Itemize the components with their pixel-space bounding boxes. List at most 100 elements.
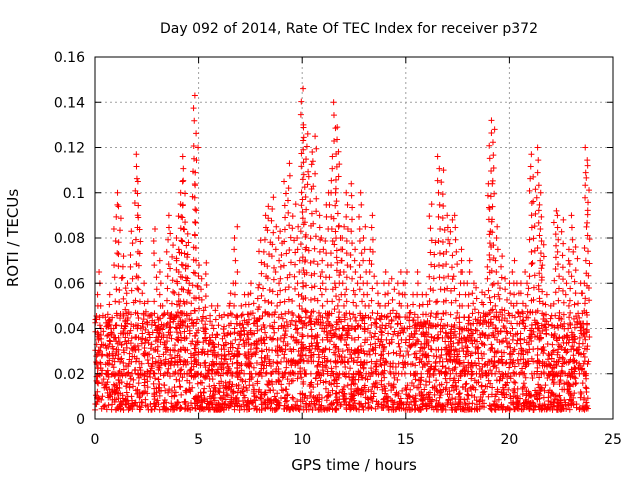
data-point xyxy=(559,323,566,330)
data-point xyxy=(102,342,109,349)
band-point xyxy=(213,331,220,338)
data-point xyxy=(135,274,142,281)
data-point xyxy=(308,210,315,217)
data-point xyxy=(490,242,497,249)
data-point xyxy=(114,250,121,257)
band-point xyxy=(421,320,428,327)
data-point xyxy=(310,220,317,227)
data-point xyxy=(141,300,148,307)
band-point xyxy=(146,334,153,341)
data-point xyxy=(356,238,363,245)
data-point xyxy=(490,332,497,339)
band-point xyxy=(493,391,500,398)
data-point xyxy=(349,240,356,247)
band-point xyxy=(268,399,275,406)
data-point xyxy=(490,164,497,171)
band-point xyxy=(234,345,241,352)
data-point xyxy=(450,273,457,280)
band-point xyxy=(308,340,315,347)
band-point xyxy=(297,351,304,358)
data-point xyxy=(583,370,590,377)
band-point xyxy=(344,382,351,389)
data-point xyxy=(355,334,362,341)
band-point xyxy=(427,313,434,320)
data-point xyxy=(151,298,158,305)
band-point xyxy=(431,391,438,398)
data-point xyxy=(507,290,514,297)
data-point xyxy=(282,286,289,293)
data-point xyxy=(434,298,441,305)
data-point xyxy=(383,314,390,321)
data-point xyxy=(207,312,214,319)
data-point xyxy=(183,299,190,306)
band-point xyxy=(308,326,315,333)
data-point xyxy=(326,346,333,353)
data-point xyxy=(232,336,239,343)
data-point xyxy=(304,181,311,188)
band-point xyxy=(499,311,506,318)
data-point xyxy=(281,298,288,305)
data-point xyxy=(300,137,307,144)
data-point xyxy=(550,347,557,354)
data-point xyxy=(317,322,324,329)
data-point xyxy=(179,178,186,185)
band-point xyxy=(264,404,271,411)
data-point xyxy=(310,358,317,365)
band-point xyxy=(199,379,206,386)
data-point xyxy=(586,187,593,194)
band-point xyxy=(279,315,286,322)
data-point xyxy=(301,320,308,327)
data-point xyxy=(141,350,148,357)
data-point xyxy=(572,290,579,297)
data-point xyxy=(186,290,193,297)
data-point xyxy=(544,341,551,348)
data-point xyxy=(531,223,538,230)
band-point xyxy=(549,376,556,383)
band-point xyxy=(452,396,459,403)
data-point xyxy=(350,287,357,294)
data-point xyxy=(295,223,302,230)
data-point xyxy=(560,299,567,306)
band-point xyxy=(202,374,209,381)
band-point xyxy=(297,403,304,410)
data-point xyxy=(285,284,292,291)
data-point xyxy=(350,299,357,306)
band-point xyxy=(302,352,309,359)
data-point xyxy=(357,274,364,281)
band-point xyxy=(271,319,278,326)
data-point xyxy=(540,253,547,260)
band-point xyxy=(257,369,264,376)
band-point xyxy=(445,342,452,349)
band-point xyxy=(377,316,384,323)
data-point xyxy=(426,213,433,220)
band-point xyxy=(453,382,460,389)
data-point xyxy=(380,370,387,377)
band-point xyxy=(568,366,575,373)
data-point xyxy=(348,228,355,235)
data-point xyxy=(299,196,306,203)
data-point xyxy=(281,202,288,209)
band-point xyxy=(210,395,217,402)
data-point xyxy=(247,280,254,287)
data-point xyxy=(566,358,573,365)
data-point xyxy=(385,300,392,307)
band-point xyxy=(466,400,473,407)
data-point xyxy=(247,310,254,317)
data-point xyxy=(430,287,437,294)
band-point xyxy=(223,391,230,398)
data-point xyxy=(281,238,288,245)
band-point xyxy=(114,340,121,347)
data-point xyxy=(439,238,446,245)
data-point xyxy=(509,336,516,343)
band-point xyxy=(534,351,541,358)
data-point xyxy=(164,370,171,377)
data-point xyxy=(331,138,338,145)
data-point xyxy=(202,359,209,366)
data-point xyxy=(447,287,454,294)
data-point xyxy=(330,99,337,106)
band-point xyxy=(426,379,433,386)
data-point xyxy=(192,206,199,213)
band-point xyxy=(147,345,154,352)
data-point xyxy=(103,323,110,330)
band-point xyxy=(210,340,217,347)
